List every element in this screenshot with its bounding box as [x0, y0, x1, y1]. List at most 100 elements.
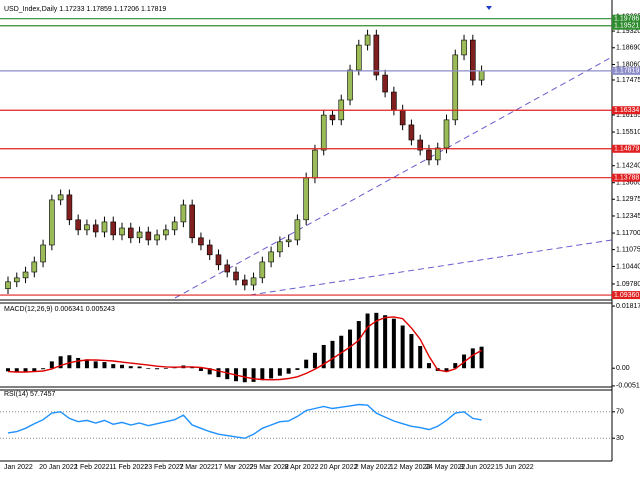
- y-tick-label: 1.16155: [616, 112, 640, 119]
- histogram-bar: [295, 368, 300, 370]
- y-tick-label: 0.00: [616, 365, 630, 372]
- histogram-bar: [137, 366, 142, 369]
- candle-body: [391, 91, 397, 111]
- candle-body: [110, 221, 117, 236]
- candle-body: [470, 39, 476, 81]
- histogram-bar: [286, 368, 291, 374]
- histogram-bar: [400, 325, 405, 369]
- candle-body: [31, 261, 38, 273]
- histogram-bar: [93, 361, 98, 369]
- x-tick-label: 17 Mar 2022: [214, 464, 253, 471]
- candle-body: [145, 231, 152, 241]
- histogram-bar: [76, 357, 81, 369]
- y-tick-label: 1.18060: [616, 61, 640, 68]
- level-label-bg: [612, 66, 640, 75]
- candle-body: [215, 254, 222, 266]
- level-label-bg: [612, 291, 640, 300]
- trend-line: [174, 56, 613, 299]
- x-tick-label: 3 Jun 2022: [460, 464, 495, 471]
- candle-body: [127, 227, 134, 239]
- y-tick-label: 1.12345: [616, 213, 640, 220]
- y-tick-label: 1.11075: [616, 246, 640, 253]
- candle-body: [154, 234, 160, 241]
- histogram-bar: [269, 368, 274, 379]
- level-label: 1.17819: [614, 68, 639, 75]
- candle-body: [268, 251, 274, 263]
- y-tick-label: 1.12975: [616, 196, 640, 203]
- level-label-bg: [612, 21, 640, 30]
- histogram-bar: [453, 363, 458, 369]
- candle-body: [426, 149, 432, 161]
- histogram-bar: [444, 368, 449, 372]
- x-tick-label: 1 Feb 2022: [74, 464, 110, 471]
- level-label: 1.19521: [614, 23, 639, 30]
- level-label: 1.13788: [614, 175, 639, 182]
- x-tick-label: 2 May 2022: [355, 464, 392, 471]
- histogram-bar: [470, 348, 475, 369]
- candle-body: [373, 34, 380, 76]
- x-tick-label: 29 Mar 2022: [250, 464, 289, 471]
- y-tick-label: 1.09780: [616, 281, 640, 288]
- histogram-bar: [198, 368, 203, 371]
- candle-body: [312, 149, 318, 179]
- histogram-bar: [128, 366, 133, 369]
- candle-body: [303, 177, 309, 221]
- candle-body: [75, 219, 81, 231]
- histogram-bar: [155, 368, 160, 370]
- y-tick-label: 1.15510: [616, 129, 640, 136]
- histogram-bar: [102, 362, 107, 369]
- candle-body: [417, 139, 423, 151]
- level-label-bg: [612, 106, 640, 115]
- candle-body: [382, 74, 388, 93]
- x-tick-label: 12 May 2022: [390, 464, 431, 471]
- candle-body: [84, 224, 90, 231]
- x-tick-label: 8 Apr 2022: [285, 464, 319, 471]
- candle-body: [198, 237, 204, 246]
- candle-body: [22, 271, 29, 279]
- x-tick-label: Jan 2022: [4, 464, 33, 471]
- y-tick-label: 30: [616, 435, 624, 442]
- histogram-bar: [216, 368, 221, 378]
- candle-body: [250, 277, 257, 286]
- histogram-bar: [383, 315, 388, 369]
- histogram-bar: [374, 312, 379, 369]
- candle-body: [206, 244, 213, 256]
- histogram-bar: [277, 368, 282, 376]
- histogram-bar: [49, 361, 54, 369]
- candle-body: [443, 119, 450, 149]
- x-tick-label: 20 Jan 2022: [39, 464, 78, 471]
- candle-body: [320, 114, 327, 151]
- histogram-bar: [190, 367, 195, 369]
- candle-body: [233, 271, 239, 281]
- histogram-bar: [260, 368, 265, 381]
- marker: [486, 6, 492, 10]
- histogram-bar: [6, 368, 10, 372]
- candle-body: [163, 229, 169, 236]
- x-tick-label: 15 Jun 2022: [495, 464, 534, 471]
- histogram-bar: [163, 368, 168, 369]
- candle-body: [66, 194, 73, 221]
- histogram-bar: [356, 321, 361, 369]
- x-tick-label: 7 Mar 2022: [179, 464, 215, 471]
- candle-body: [13, 277, 20, 283]
- histogram-bar: [41, 368, 46, 370]
- candle-body: [364, 34, 371, 46]
- candle-body: [92, 224, 99, 233]
- y-tick-label: 1.14240: [616, 163, 640, 170]
- candle-body: [347, 69, 353, 101]
- candle-body: [277, 241, 283, 253]
- candle-body: [461, 39, 467, 56]
- histogram-bar: [207, 368, 212, 375]
- histogram-bar: [330, 340, 335, 369]
- histogram-bar: [23, 368, 28, 373]
- x-tick-label: 23 Feb 2022: [144, 464, 183, 471]
- candle-body: [136, 231, 143, 239]
- trend-line: [249, 239, 613, 296]
- indicator-line: [7, 316, 482, 381]
- x-tick-label: 20 Apr 2022: [320, 464, 358, 471]
- histogram-bar: [391, 318, 396, 369]
- level-label-bg: [612, 14, 640, 23]
- histogram-bar: [120, 364, 125, 369]
